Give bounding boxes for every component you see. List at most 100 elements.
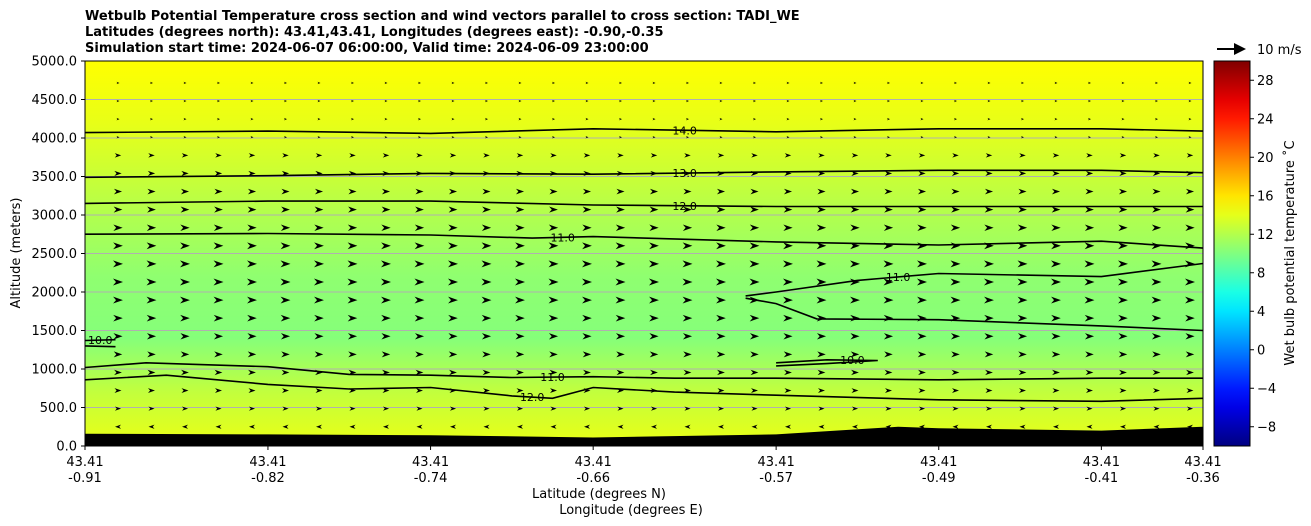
wind-vector [753, 99, 756, 103]
wind-vector [716, 224, 726, 231]
wind-vector [481, 224, 492, 231]
wind-vector [414, 296, 425, 304]
wind-vector [652, 117, 656, 121]
wind-vector [549, 369, 558, 376]
wind-vector [719, 117, 723, 121]
wind-vector [414, 242, 425, 250]
wind-vector [280, 242, 291, 250]
y-axis: 0.0 500.0 1000.0 1500.0 2000.0 2500.0 3000.0 35… [32, 55, 85, 455]
wind-vector [853, 117, 857, 121]
wind-vector [820, 117, 823, 121]
wind-vector [516, 406, 524, 411]
wind-vector [883, 278, 894, 286]
wind-vector [753, 81, 756, 85]
wind-vector [213, 260, 224, 268]
wind-vector [1118, 278, 1128, 286]
wind-vector [148, 153, 155, 158]
wind-vector [1118, 296, 1128, 304]
wind-vector [381, 224, 391, 231]
wind-vector [1051, 188, 1061, 195]
wind-vector [918, 406, 926, 411]
x-tick-label-lat: 43.41 [1184, 455, 1221, 470]
wind-vector [749, 314, 760, 322]
contour-line [776, 358, 878, 367]
wind-vector [317, 99, 321, 103]
wind-vector [282, 153, 289, 158]
wind-vector [951, 369, 960, 376]
wind-vector [451, 117, 455, 121]
wind-vector [314, 314, 324, 322]
colorbar-tick-label: 8 [1257, 266, 1265, 281]
wind-vector [113, 278, 123, 286]
wind-vector [649, 333, 659, 340]
wind-vector [582, 206, 592, 213]
wind-vector [1119, 369, 1127, 376]
wind-vector [347, 224, 358, 231]
wind-vector [282, 406, 289, 411]
wind-vector [180, 188, 190, 195]
wind-vector [951, 351, 960, 358]
wind-vector [381, 206, 391, 213]
wind-vector [314, 224, 324, 231]
wind-vector [483, 388, 490, 394]
wind-vector [652, 136, 656, 139]
wind-vector [649, 206, 659, 213]
wind-vector [1052, 170, 1060, 176]
wind-vector [481, 314, 492, 322]
y-tick-label: 2500.0 [32, 247, 78, 262]
contour-label: 11.0 [550, 231, 575, 244]
wind-vector [1019, 406, 1026, 411]
wind-vector [549, 188, 558, 195]
wind-vector [917, 224, 927, 231]
wind-vector [783, 206, 793, 213]
wind-vector [582, 314, 592, 322]
wind-vector [887, 99, 890, 103]
wind-vector [1186, 388, 1194, 394]
wind-vector [582, 188, 592, 195]
wind-vector [549, 206, 558, 213]
wind-vector [816, 333, 827, 340]
contour-line [85, 127, 1203, 135]
wind-vector [617, 153, 624, 158]
wind-vector [317, 136, 321, 139]
wind-vector [954, 99, 957, 103]
wind-vector [619, 81, 622, 85]
wind-vector [515, 333, 525, 340]
wind-vector [146, 278, 157, 286]
wind-vector [516, 388, 524, 394]
wind-vector [1151, 260, 1162, 268]
wind-vector [381, 242, 391, 250]
wind-vector [548, 296, 559, 304]
wind-vector [785, 424, 791, 429]
wind-vector [820, 136, 823, 139]
wind-vector [751, 153, 758, 158]
wind-vector [851, 388, 859, 394]
x-axis-label-lon: Longitude (degrees E) [559, 503, 703, 518]
y-grid [85, 99, 1203, 408]
wind-vector [280, 296, 291, 304]
wind-vector [717, 406, 725, 411]
x-tick-label-lat: 43.41 [920, 455, 957, 470]
wind-vector [954, 81, 957, 85]
contour-line [85, 361, 1203, 381]
quiver-key: 10 m/s [1217, 43, 1302, 58]
wind-vector [214, 369, 223, 376]
wind-vector [181, 153, 189, 158]
wind-vector [686, 99, 689, 103]
wind-vector [1155, 117, 1158, 121]
wind-vector [616, 188, 625, 195]
wind-vector [247, 296, 257, 304]
wind-vector [750, 206, 759, 213]
wind-vector [917, 351, 927, 358]
wind-vector [651, 424, 657, 429]
wind-vector [1151, 314, 1162, 322]
wind-vector [686, 81, 689, 85]
wind-vector [548, 260, 559, 268]
contour-line [85, 338, 116, 342]
wind-vector [1085, 170, 1094, 176]
wind-vector [250, 81, 254, 85]
wind-vector [317, 81, 321, 85]
wind-vector [818, 388, 825, 394]
wind-vector [649, 278, 659, 286]
wind-vector [583, 153, 591, 158]
